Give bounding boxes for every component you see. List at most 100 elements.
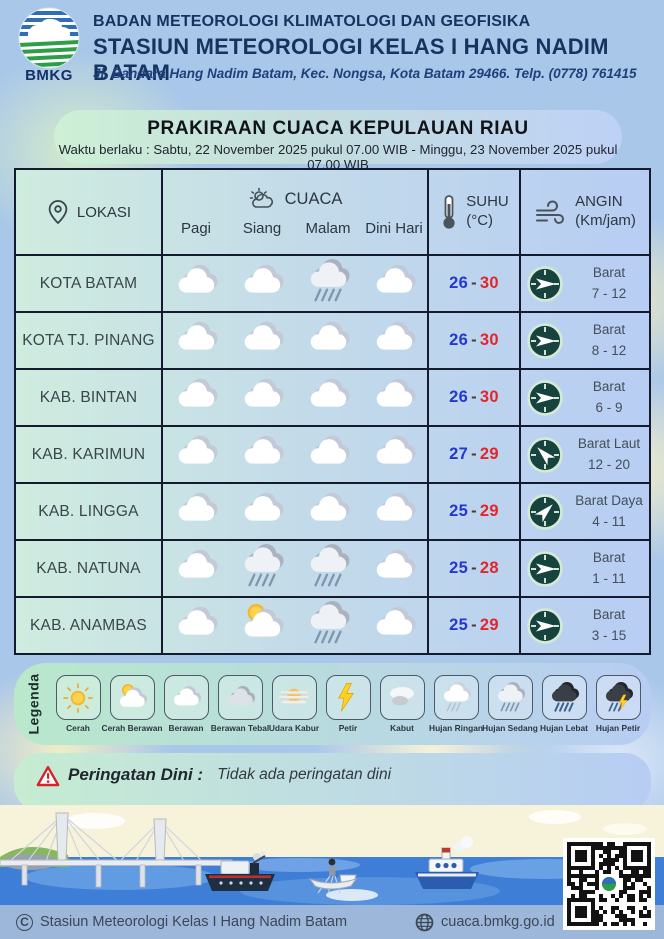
warning-text: Tidak ada peringatan dini bbox=[217, 766, 392, 783]
location-label: KAB. NATUNA bbox=[36, 559, 141, 577]
weather-icon-cerah-berawan bbox=[239, 601, 285, 650]
footer-scene bbox=[0, 805, 664, 905]
temp-max: 30 bbox=[479, 388, 499, 406]
bmkg-logo: BMKG bbox=[16, 7, 82, 93]
location-label: KAB. ANAMBAS bbox=[30, 616, 147, 634]
weather-icon-berawan bbox=[239, 373, 285, 422]
temp-separator: - bbox=[471, 559, 477, 577]
temp-max: 30 bbox=[479, 274, 499, 292]
legend-item: Hujan Lebat bbox=[540, 675, 588, 733]
temp-max: 30 bbox=[479, 331, 499, 349]
legend-item-label: Hujan Ringan bbox=[429, 723, 483, 733]
sun-cloud-icon bbox=[249, 187, 273, 208]
weather-cell bbox=[163, 484, 429, 539]
legend-item-label: Hujan Petir bbox=[595, 723, 641, 733]
wind-icon bbox=[536, 200, 565, 224]
location-cell: KAB. LINGGA bbox=[16, 484, 163, 539]
legend-item-label: Kabut bbox=[390, 723, 414, 733]
legend-item-label: Cerah bbox=[66, 723, 90, 733]
weather-icon-berawan bbox=[239, 316, 285, 365]
table-row: KAB. ANAMBAS 25-29 Barat 3 - 15 bbox=[16, 598, 649, 653]
wind-compass-icon bbox=[527, 607, 563, 644]
weather-icon-berawan bbox=[239, 487, 285, 536]
legend-item: Kabut bbox=[378, 675, 426, 733]
legend-icon-hujan-sedang bbox=[487, 675, 533, 720]
wind-cell: Barat 3 - 15 bbox=[521, 598, 649, 653]
legend-icon-berawan bbox=[163, 675, 209, 720]
legend-item-label: Cerah Berawan bbox=[101, 723, 163, 733]
wind-speed: 12 - 20 bbox=[587, 456, 631, 472]
weather-icon-berawan bbox=[173, 544, 219, 593]
weather-cell bbox=[163, 427, 429, 482]
legend-item: Hujan Sedang bbox=[482, 675, 538, 733]
temp-max: 29 bbox=[479, 445, 499, 463]
fisherman-illustration bbox=[308, 858, 358, 895]
wind-cell: Barat 1 - 11 bbox=[521, 541, 649, 596]
wind-compass-icon bbox=[527, 379, 563, 416]
weather-cell bbox=[163, 256, 429, 311]
logo-caption: BMKG bbox=[25, 67, 73, 84]
weather-icon-hujan-sedang bbox=[239, 543, 285, 593]
weather-icon-berawan bbox=[173, 373, 219, 422]
legend-icon-hujan-lebat bbox=[541, 675, 587, 720]
time-label: Siang bbox=[242, 220, 282, 237]
thermometer-icon bbox=[443, 195, 455, 229]
wind-direction: Barat Daya bbox=[575, 493, 643, 509]
location-pin-icon bbox=[48, 200, 68, 225]
weather-icon-berawan bbox=[371, 316, 417, 365]
temperature-cell: 26-30 bbox=[429, 313, 521, 368]
wind-speed: 7 - 12 bbox=[591, 285, 627, 301]
temperature-cell: 25-29 bbox=[429, 484, 521, 539]
agency-name: BADAN METEOROLOGI KLIMATOLOGI DAN GEOFIS… bbox=[93, 13, 531, 30]
weather-icon-hujan-sedang bbox=[305, 543, 351, 593]
table-row: KAB. BINTAN 26-30 Barat 6 - 9 bbox=[16, 370, 649, 427]
legend-icon-udara-kabur bbox=[271, 675, 317, 720]
legend-item: Cerah bbox=[54, 675, 102, 733]
legend-item: Hujan Petir bbox=[594, 675, 642, 733]
temp-separator: - bbox=[471, 331, 477, 349]
ferry-illustration bbox=[205, 851, 275, 891]
station-name: STASIUN METEOROLOGI KELAS I HANG NADIM B… bbox=[93, 34, 609, 85]
weather-cell bbox=[163, 541, 429, 596]
wind-compass-icon bbox=[527, 493, 563, 530]
legend-panel: Legenda Cerah Cerah Berawan Berawan Bera… bbox=[14, 663, 651, 745]
temp-min: 26 bbox=[449, 388, 469, 406]
wind-direction: Barat bbox=[592, 550, 626, 566]
temp-min: 25 bbox=[449, 502, 469, 520]
legend-item-label: Hujan Sedang bbox=[482, 723, 538, 733]
wind-cell: Barat Daya 4 - 11 bbox=[521, 484, 649, 539]
wind-cell: Barat 6 - 9 bbox=[521, 370, 649, 425]
wind-compass-icon bbox=[527, 550, 563, 587]
header-weather: CUACA Pagi Siang Malam Dini Hari bbox=[163, 170, 429, 254]
wind-compass-icon bbox=[527, 265, 563, 302]
legend-item: Petir bbox=[324, 675, 372, 733]
temp-min: 27 bbox=[449, 445, 469, 463]
wind-speed: 6 - 9 bbox=[595, 399, 623, 415]
weather-icon-berawan bbox=[371, 259, 417, 308]
header-temperature: SUHU (°C) bbox=[429, 170, 521, 254]
temp-separator: - bbox=[471, 274, 477, 292]
legend-item-label: Hujan Lebat bbox=[540, 723, 588, 733]
location-cell: KAB. ANAMBAS bbox=[16, 598, 163, 653]
ship-illustration bbox=[415, 836, 479, 889]
time-label: Pagi bbox=[180, 220, 212, 237]
weather-icon-hujan-sedang bbox=[305, 600, 351, 650]
footer-website[interactable]: cuaca.bmkg.go.id bbox=[441, 914, 555, 930]
temp-separator: - bbox=[471, 388, 477, 406]
temp-separator: - bbox=[471, 502, 477, 520]
weather-cell bbox=[163, 313, 429, 368]
weather-icon-berawan bbox=[371, 487, 417, 536]
header-location: LOKASI bbox=[16, 170, 163, 254]
temp-separator: - bbox=[471, 616, 477, 634]
legend-icon-cerah-berawan bbox=[109, 675, 155, 720]
globe-icon bbox=[415, 913, 434, 931]
location-label: KOTA BATAM bbox=[39, 274, 138, 292]
legend-icon-hujan-petir bbox=[595, 675, 641, 720]
temp-column-unit: (°C) bbox=[466, 212, 494, 229]
warning-triangle-icon bbox=[36, 766, 60, 787]
page-title: PRAKIRAAN CUACA KEPULAUAN RIAU bbox=[147, 118, 529, 139]
weather-icon-berawan bbox=[305, 430, 351, 479]
wind-direction: Barat Laut bbox=[577, 436, 641, 452]
temp-max: 28 bbox=[479, 559, 499, 577]
